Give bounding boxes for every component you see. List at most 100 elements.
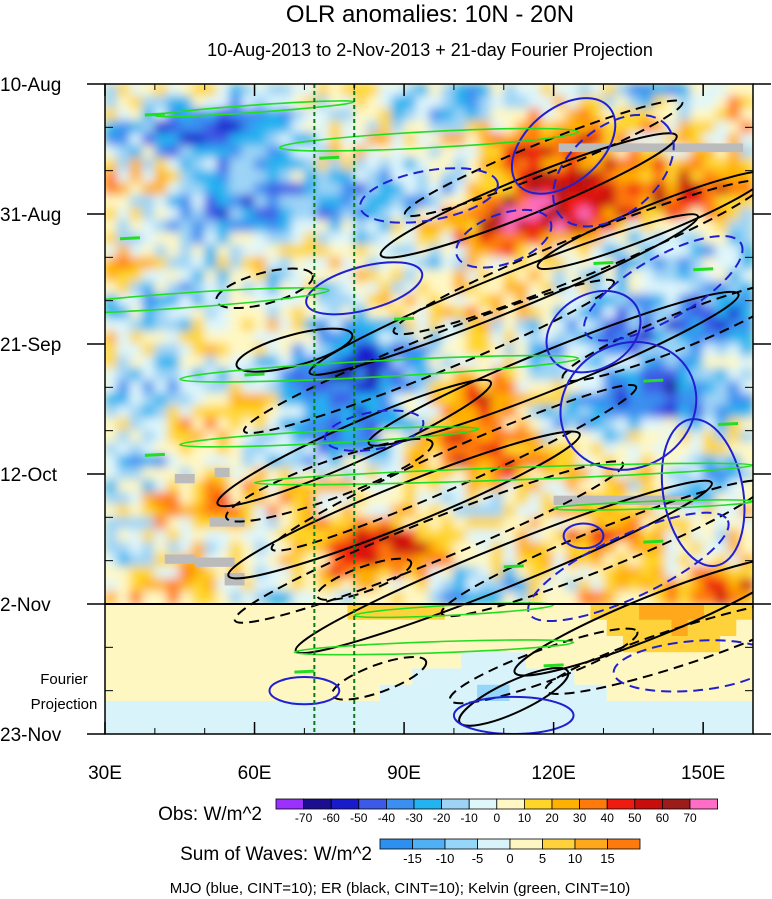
heat-cell	[291, 380, 305, 395]
heat-cell	[166, 194, 181, 209]
heat-cell	[166, 207, 181, 221]
heat-cell	[141, 244, 156, 258]
heat-cell	[528, 368, 542, 382]
heat-cell	[640, 84, 654, 97]
heat-cell	[191, 380, 206, 395]
heat-cell	[727, 368, 742, 382]
heat-cell	[229, 331, 243, 345]
heat-cell	[652, 133, 667, 147]
heat-cell	[503, 194, 517, 209]
heat-cell	[166, 591, 181, 605]
heat-cell	[278, 405, 293, 419]
heat-cell	[565, 591, 580, 605]
heat-cell	[403, 318, 418, 333]
heat-cell	[515, 318, 530, 333]
heat-cell	[216, 194, 231, 209]
heat-cell	[141, 492, 156, 506]
heat-cell	[652, 355, 667, 370]
heat-cell	[665, 566, 679, 580]
heat-cell	[328, 442, 343, 456]
heat-cell	[353, 529, 368, 543]
kelvin-contour	[179, 426, 480, 448]
projection-cell	[136, 636, 155, 654]
heat-cell	[129, 256, 143, 271]
heat-cell	[702, 442, 717, 456]
heat-cell	[116, 591, 131, 605]
heat-cell	[229, 194, 243, 209]
heat-cell	[105, 343, 118, 357]
heat-cell	[378, 454, 393, 469]
heat-cell	[602, 95, 617, 110]
projection-cell	[266, 636, 284, 654]
heat-cell	[166, 380, 181, 395]
heat-cell	[266, 430, 280, 444]
heat-cell	[528, 541, 542, 555]
heat-cell	[453, 591, 467, 605]
projection-cell	[736, 652, 753, 670]
heat-cell	[378, 84, 393, 97]
heat-cell	[690, 157, 704, 172]
heat-cell	[478, 467, 492, 481]
projection-cell	[282, 717, 300, 734]
projection-cell	[120, 619, 138, 637]
heat-cell	[627, 578, 642, 593]
heat-cell	[328, 95, 343, 110]
projection-cell	[687, 636, 705, 654]
projection-cell	[541, 701, 560, 719]
heat-cell	[116, 492, 131, 506]
heat-cell	[665, 170, 679, 184]
heat-cell	[328, 591, 343, 605]
projection-cell	[687, 668, 705, 686]
heat-cell	[715, 293, 729, 308]
heat-cell	[166, 405, 181, 419]
heat-cell	[191, 442, 206, 456]
heat-cell	[291, 244, 305, 258]
projection-cell	[444, 652, 462, 670]
projection-cell	[234, 636, 252, 654]
projection-cell	[379, 684, 398, 702]
projection-cell	[298, 717, 317, 734]
heat-cell	[740, 393, 753, 407]
heat-cell	[490, 84, 505, 97]
projection-cell	[655, 652, 673, 670]
heat-cell	[141, 182, 156, 196]
heat-cell	[391, 368, 405, 382]
projection-cell	[703, 684, 722, 702]
heat-cell	[278, 553, 293, 568]
heat-cell	[278, 170, 293, 184]
projection-cell	[590, 619, 608, 637]
heat-cell	[105, 516, 118, 531]
heat-cell	[129, 120, 143, 135]
heat-cell	[602, 591, 617, 605]
chart-title: OLR anomalies: 10N - 20N	[286, 1, 574, 28]
heat-cell	[578, 380, 592, 395]
projection-cell	[574, 684, 592, 702]
heat-cell	[166, 306, 181, 320]
heat-cell	[179, 417, 193, 432]
heat-cell	[515, 417, 530, 432]
heat-cell	[179, 331, 193, 345]
heat-cell	[204, 207, 218, 221]
heat-cell	[141, 566, 156, 580]
heat-cell	[216, 306, 231, 320]
heat-cell	[116, 405, 131, 419]
projection-cell	[153, 701, 171, 719]
heat-cell	[105, 84, 118, 97]
heat-cell	[353, 293, 368, 308]
heat-cell	[702, 504, 717, 518]
heat-cell	[478, 318, 492, 333]
heat-cell	[627, 479, 642, 494]
heat-cell	[216, 417, 231, 432]
heat-cell	[465, 591, 480, 605]
heat-cell	[615, 306, 629, 320]
projection-cell	[574, 717, 592, 734]
heat-cell	[191, 467, 206, 481]
heat-cell	[602, 467, 617, 481]
heat-cell	[740, 182, 753, 196]
projection-cell	[105, 619, 122, 637]
heat-cell	[366, 219, 380, 234]
heat-cell	[291, 306, 305, 320]
heat-cell	[478, 529, 492, 543]
heat-cell	[503, 430, 517, 444]
projection-cell	[201, 701, 219, 719]
